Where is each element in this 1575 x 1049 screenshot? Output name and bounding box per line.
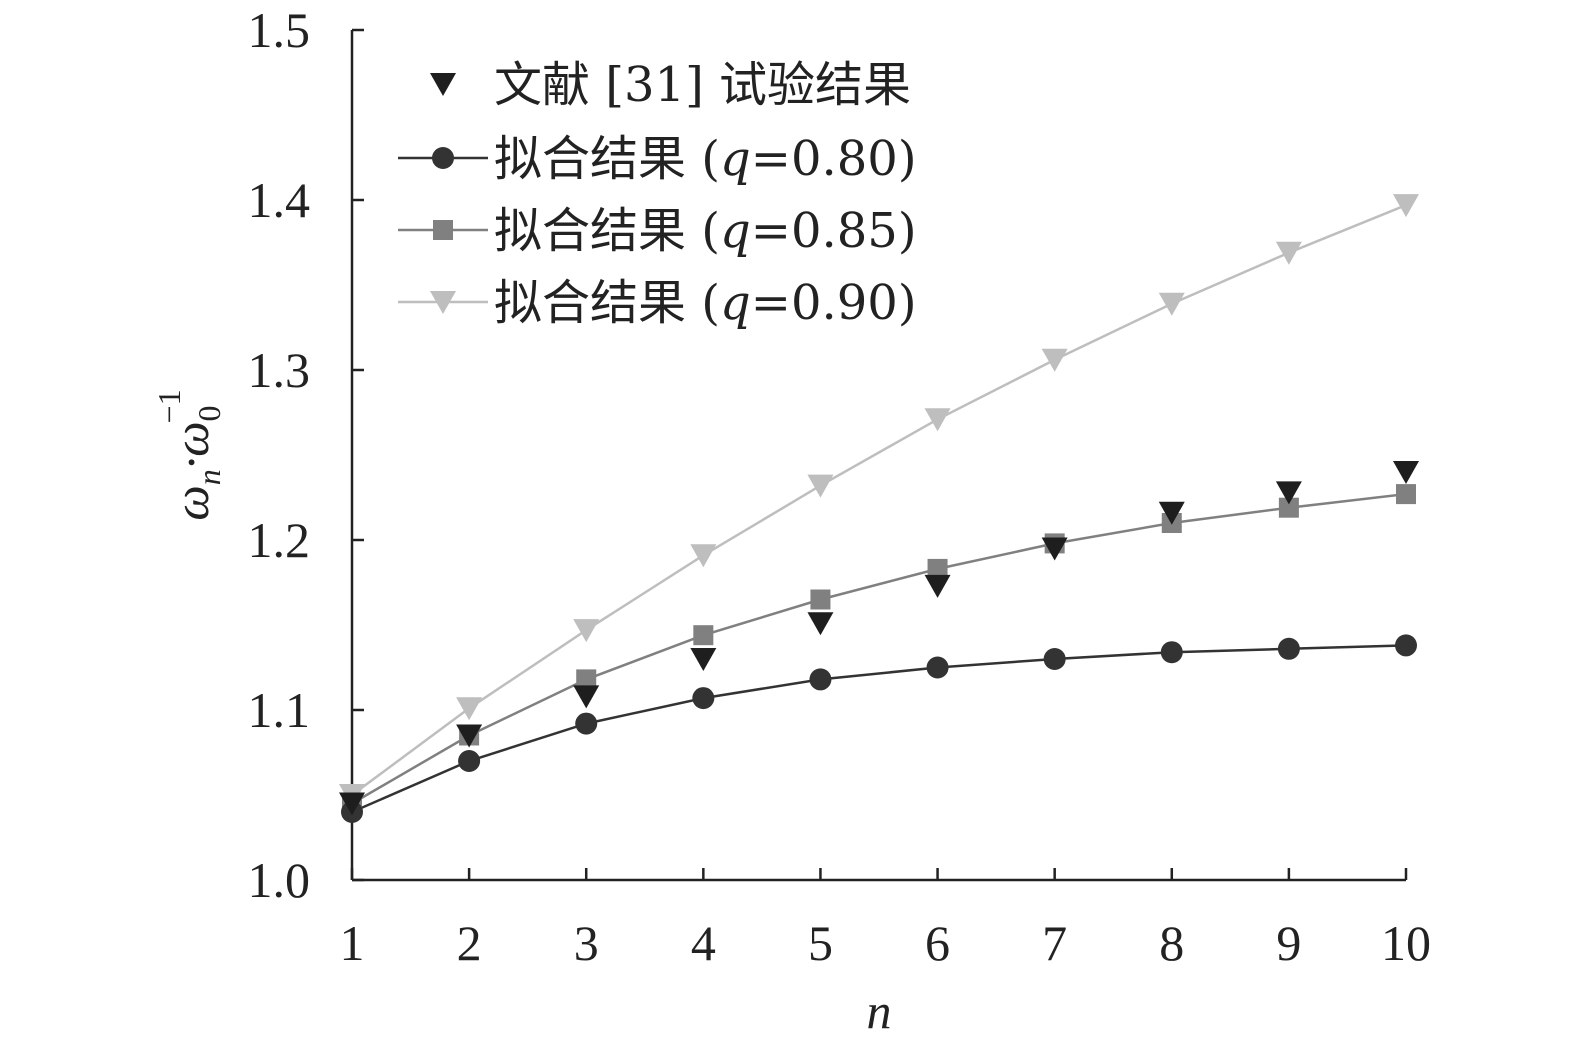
x-tick-label-3: 4	[691, 915, 716, 971]
legend-marker-1	[432, 147, 454, 169]
y-tick-label-1: 1.1	[248, 682, 311, 738]
series-1-point-2	[575, 712, 598, 735]
series-2-point-5	[927, 558, 948, 579]
series-1-point-4	[809, 668, 832, 691]
y-tick-label-4: 1.4	[248, 172, 311, 228]
series-1-point-7	[1160, 641, 1183, 664]
legend-label-3-part-2: =0.90)	[751, 275, 917, 331]
series-0-point-6	[1041, 537, 1068, 561]
series-0-point-4	[807, 612, 834, 636]
legend-label-1-part-1: q	[720, 131, 751, 187]
x-tick-label-5: 6	[925, 915, 950, 971]
y-axis-title-base: ω	[163, 485, 219, 520]
legend-marker-3	[430, 291, 456, 314]
series-3-point-6	[1041, 348, 1068, 372]
series-0-point-2	[573, 685, 600, 709]
series-layer	[339, 194, 1419, 823]
legend-label-0: 文献 [31] 试验结果	[494, 57, 911, 113]
legend-label-2-part-2: =0.85)	[751, 203, 917, 259]
legend-label-1: 拟合结果 (q=0.80)	[494, 131, 917, 187]
legend-label-3: 拟合结果 (q=0.90)	[494, 275, 917, 331]
legend-label-2-part-1: q	[720, 203, 751, 259]
legend-label-2: 拟合结果 (q=0.85)	[494, 203, 917, 259]
legend-marker-2	[433, 220, 453, 240]
series-0-point-7	[1158, 501, 1185, 525]
series-line-3	[351, 203, 1407, 797]
y-axis-title-sup: −1	[151, 389, 187, 423]
series-3-point-7	[1158, 292, 1185, 316]
y-tick-label-5: 1.5	[248, 2, 311, 58]
legend-label-3-part-0: 拟合结果 (	[494, 275, 720, 331]
series-3-point-8	[1275, 241, 1302, 265]
x-tick-label-4: 5	[808, 915, 833, 971]
x-tick-label-0: 1	[340, 915, 365, 971]
series-0-point-1	[456, 724, 483, 748]
x-tick-label-7: 8	[1159, 915, 1184, 971]
y-axis-title-sub2: 0	[191, 405, 227, 421]
series-1-point-3	[692, 687, 715, 710]
axes	[350, 30, 1406, 882]
series-3-point-5	[924, 408, 951, 432]
series-3-point-2	[573, 619, 600, 643]
series-1-point-5	[926, 656, 949, 679]
series-0-point-9	[1393, 461, 1419, 484]
y-tick-label-0: 1.0	[248, 852, 311, 908]
series-line-2	[351, 492, 1407, 805]
y-tick-label-2: 1.2	[248, 512, 311, 568]
series-2-point-2	[576, 669, 597, 690]
series-3-point-3	[690, 544, 717, 568]
ticks: 1 2 3 4 5 6 7 8 9 10 1.0 1.1 1.2 1.3 1.4 1.5	[248, 2, 1432, 971]
series-line-1	[351, 644, 1407, 814]
y-axis-title-mid: ·ω	[163, 421, 219, 469]
series-3-point-4	[807, 474, 834, 498]
series-1-point-8	[1277, 637, 1300, 660]
legend-label-2-part-0: 拟合结果 (	[494, 203, 720, 259]
series-2-point-4	[810, 589, 831, 610]
y-axis-title-sub1: n	[191, 469, 227, 485]
x-tick-label-6: 7	[1042, 915, 1067, 971]
series-1-point-6	[1043, 648, 1066, 670]
y-tick-label-3: 1.3	[248, 342, 311, 398]
series-2-point-8	[1278, 497, 1299, 518]
series-1-point-1	[458, 750, 481, 772]
series-1-point-9	[1395, 634, 1417, 657]
series-3-point-9	[1393, 194, 1419, 218]
legend-label-1-part-2: =0.80)	[751, 131, 917, 187]
series-0-point-3	[690, 648, 717, 671]
series-3-point-1	[456, 697, 483, 721]
x-tick-label-8: 9	[1276, 915, 1301, 971]
series-2-point-3	[693, 625, 714, 646]
legend-label-3-part-1: q	[720, 275, 751, 331]
series-0-point-5	[924, 574, 951, 598]
series-2-point-9	[1396, 484, 1416, 505]
series-0-point-8	[1275, 481, 1302, 505]
x-tick-label-9: 10	[1381, 915, 1431, 971]
series-0-point-0	[339, 792, 365, 816]
x-tick-label-1: 2	[457, 915, 482, 971]
y-axis-title: ωn·ω0−1	[151, 389, 227, 520]
legend-marker-0	[430, 73, 456, 96]
legend-label-1-part-0: 拟合结果 (	[494, 131, 720, 187]
legend-label-0-part-0: 文献 [31] 试验结果	[494, 57, 911, 113]
x-axis-title: n	[867, 983, 892, 1039]
x-tick-label-2: 3	[574, 915, 599, 971]
